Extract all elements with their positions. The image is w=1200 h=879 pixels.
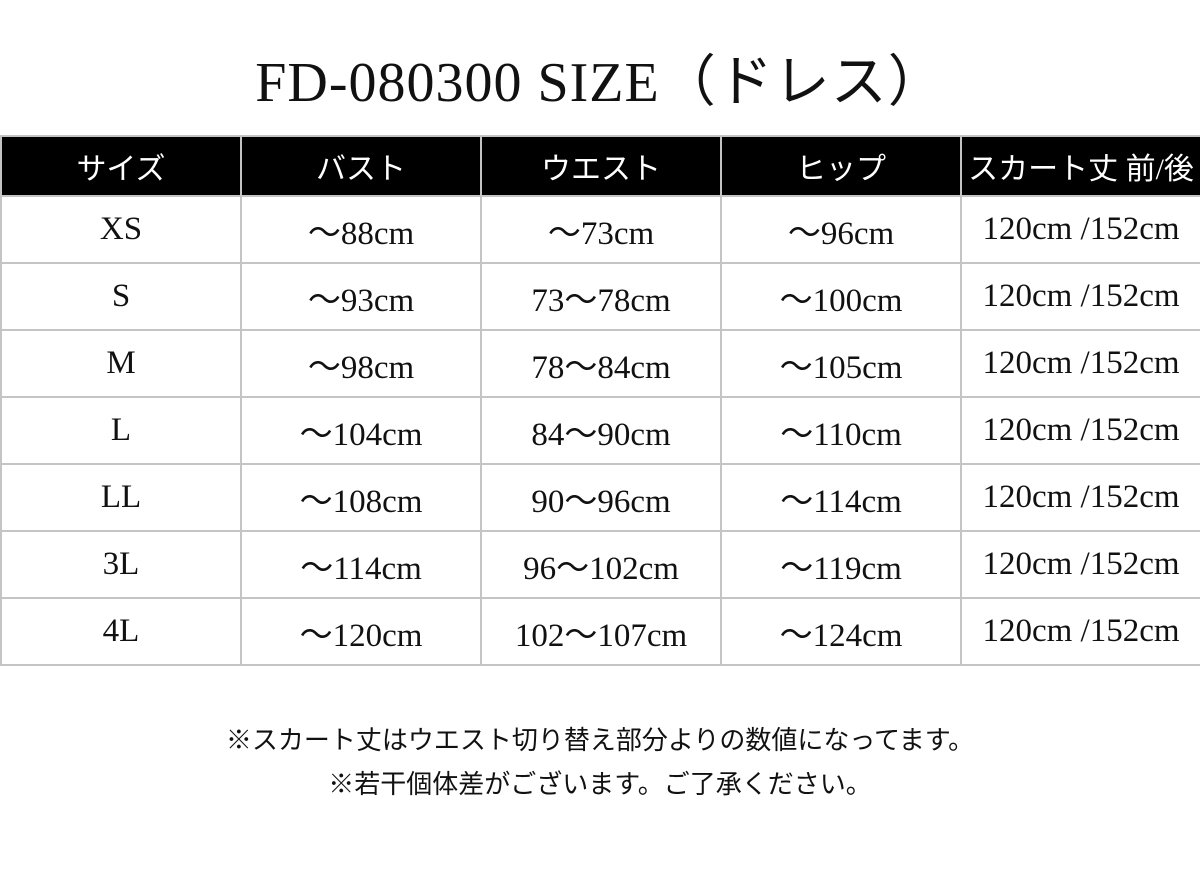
cell-waist: 84～90cm	[480, 396, 722, 465]
cell-skirt: 120cm /152cm	[960, 195, 1200, 264]
cell-size: 3L	[0, 530, 242, 599]
cell-bust: ～93cm	[240, 262, 482, 331]
cell-hip: ～110cm	[720, 396, 962, 465]
cell-skirt: 120cm /152cm	[960, 396, 1200, 465]
cell-waist: 102～107cm	[480, 597, 722, 666]
cell-waist: 90～96cm	[480, 463, 722, 532]
cell-bust: ～108cm	[240, 463, 482, 532]
table-row-s: S ～93cm 73～78cm ～100cm 120cm /152cm	[0, 262, 1200, 331]
cell-waist: 73～78cm	[480, 262, 722, 331]
cell-skirt: 120cm /152cm	[960, 262, 1200, 331]
cell-hip: ～96cm	[720, 195, 962, 264]
cell-size: L	[0, 396, 242, 465]
cell-size: 4L	[0, 597, 242, 666]
table-row-ll: LL ～108cm 90～96cm ～114cm 120cm /152cm	[0, 463, 1200, 532]
table-row-m: M ～98cm 78～84cm ～105cm 120cm /152cm	[0, 329, 1200, 398]
cell-size: M	[0, 329, 242, 398]
cell-bust: ～120cm	[240, 597, 482, 666]
cell-waist: ～73cm	[480, 195, 722, 264]
note-individual-variation: ※若干個体差がございます。ご了承ください。	[328, 770, 872, 799]
cell-bust: ～98cm	[240, 329, 482, 398]
column-header-skirt-length: スカート丈 前/後	[960, 135, 1200, 197]
table-row-xs: XS ～88cm ～73cm ～96cm 120cm /152cm	[0, 195, 1200, 264]
cell-skirt: 120cm /152cm	[960, 597, 1200, 666]
footnotes: ※スカート丈はウエスト切り替え部分よりの数値になってます。 ※若干個体差がござい…	[0, 719, 1200, 807]
cell-skirt: 120cm /152cm	[960, 463, 1200, 532]
cell-size: LL	[0, 463, 242, 532]
header-row: サイズ バスト ウエスト ヒップ スカート丈 前/後	[0, 135, 1200, 197]
page-title: FD-080300 SIZE（ドレス）	[255, 52, 945, 114]
column-header-bust: バスト	[240, 135, 482, 197]
cell-waist: 96～102cm	[480, 530, 722, 599]
cell-hip: ～119cm	[720, 530, 962, 599]
cell-skirt: 120cm /152cm	[960, 530, 1200, 599]
cell-size: S	[0, 262, 242, 331]
cell-bust: ～88cm	[240, 195, 482, 264]
cell-hip: ～100cm	[720, 262, 962, 331]
cell-bust: ～104cm	[240, 396, 482, 465]
cell-bust: ～114cm	[240, 530, 482, 599]
cell-skirt: 120cm /152cm	[960, 329, 1200, 398]
cell-hip: ～124cm	[720, 597, 962, 666]
table-row-l: L ～104cm 84～90cm ～110cm 120cm /152cm	[0, 396, 1200, 465]
cell-size: XS	[0, 195, 242, 264]
note-skirt-length: ※スカート丈はウエスト切り替え部分よりの数値になってます。	[225, 726, 975, 755]
size-chart-table: サイズ バスト ウエスト ヒップ スカート丈 前/後 XS ～88cm ～73c…	[0, 135, 1200, 666]
column-header-hip: ヒップ	[720, 135, 962, 197]
table-row-4l: 4L ～120cm 102～107cm ～124cm 120cm /152cm	[0, 597, 1200, 666]
cell-waist: 78～84cm	[480, 329, 722, 398]
column-header-size: サイズ	[0, 135, 242, 197]
table-row-3l: 3L ～114cm 96～102cm ～119cm 120cm /152cm	[0, 530, 1200, 599]
column-header-waist: ウエスト	[480, 135, 722, 197]
cell-hip: ～105cm	[720, 329, 962, 398]
cell-hip: ～114cm	[720, 463, 962, 532]
